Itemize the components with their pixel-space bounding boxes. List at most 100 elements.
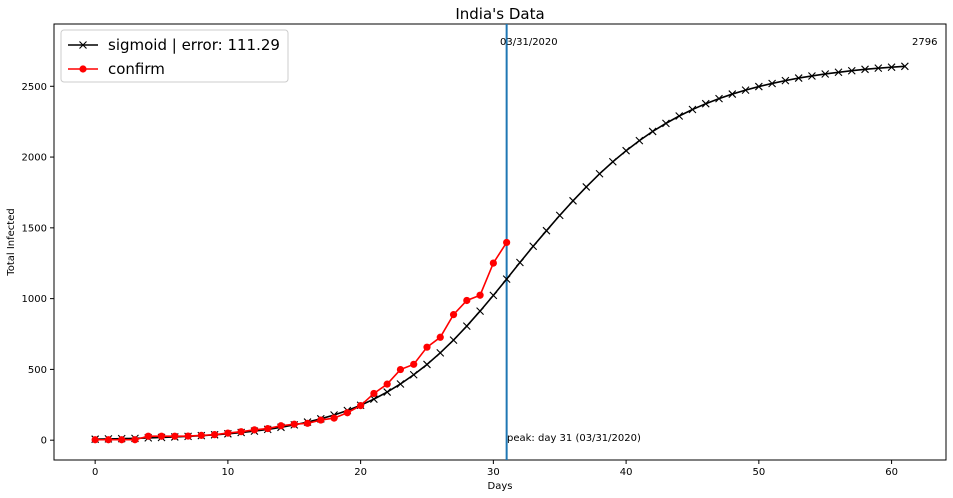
data-point-circle — [410, 360, 418, 368]
marker-stroke — [569, 196, 577, 205]
data-point-x-marker — [754, 82, 763, 91]
marker-stroke — [808, 72, 816, 80]
data-point-circle — [343, 409, 351, 417]
peak-annotation: peak: day 31 (03/31/2020) — [507, 433, 641, 444]
data-point-x-marker — [675, 112, 684, 120]
marker-stroke — [635, 136, 644, 145]
data-point-circle — [330, 414, 338, 422]
marker-stroke — [462, 322, 471, 330]
legend-marker — [79, 41, 87, 49]
marker-stroke — [370, 395, 378, 404]
chart-title: India's Data — [455, 5, 544, 23]
data-point-x-marker — [622, 146, 630, 155]
data-point-x-marker — [741, 86, 750, 94]
data-point-x-marker — [728, 90, 737, 98]
x-axis-ticks: 0 10 20 30 40 50 60 — [92, 460, 898, 478]
data-point-x-marker — [900, 62, 909, 71]
data-point-x-marker — [555, 211, 564, 220]
end-value-annotation: 2796 — [912, 37, 937, 48]
y-tick-label: 2500 — [22, 82, 47, 93]
marker-stroke — [887, 63, 896, 72]
series-group — [91, 62, 909, 444]
marker-stroke — [476, 307, 484, 315]
data-point-x-marker — [608, 157, 617, 166]
marker-stroke — [900, 62, 909, 71]
data-point-x-marker — [396, 380, 405, 388]
data-point-circle — [118, 436, 126, 444]
marker-stroke — [409, 370, 418, 379]
data-point-x-marker — [409, 370, 418, 379]
marker-stroke — [622, 146, 630, 155]
data-point-x-marker — [502, 275, 511, 283]
data-point-x-marker — [569, 196, 577, 205]
data-point-circle — [423, 343, 431, 351]
marker-stroke — [529, 242, 538, 251]
y-tick-label: 2000 — [22, 153, 47, 164]
data-point-x-marker — [582, 183, 591, 191]
y-tick-label: 0 — [41, 436, 47, 447]
data-point-circle — [436, 333, 444, 341]
data-point-x-marker — [489, 291, 498, 300]
y-tick-label: 500 — [28, 365, 47, 376]
vline-date-label: 03/31/2020 — [500, 37, 558, 48]
data-point-x-marker — [542, 226, 551, 235]
data-point-circle — [290, 420, 298, 428]
legend-label: confirm — [108, 60, 165, 78]
y-tick-label: 1000 — [22, 294, 47, 305]
legend: sigmoid | error: 111.29 confirm — [60, 29, 289, 83]
data-point-x-marker — [529, 242, 538, 251]
marker-stroke — [662, 119, 670, 128]
data-point-circle — [250, 426, 259, 434]
data-point-circle — [237, 428, 245, 436]
data-point-circle — [131, 436, 139, 444]
marker-stroke — [675, 112, 684, 120]
y-axis-ticks: 0 500 1000 1500 2000 2500 — [22, 82, 54, 447]
y-axis-label: Total Infected — [6, 208, 17, 276]
marker-stroke — [608, 157, 617, 166]
data-point-circle — [91, 436, 99, 444]
marker-stroke — [396, 380, 405, 388]
data-point-circle — [463, 296, 471, 305]
data-point-circle — [197, 431, 205, 439]
data-point-circle — [370, 389, 378, 398]
data-point-x-marker — [648, 127, 657, 136]
data-point-x-marker — [476, 307, 484, 315]
marker-stroke — [423, 360, 431, 369]
data-point-circle — [211, 431, 219, 439]
x-tick-label: 20 — [354, 467, 367, 478]
data-point-x-marker — [436, 348, 445, 357]
data-point-circle — [184, 432, 192, 440]
data-point-x-marker — [781, 76, 790, 85]
data-point-circle — [449, 311, 458, 319]
marker-stroke — [688, 105, 697, 114]
x-axis-label: Days — [488, 481, 513, 492]
x-tick-label: 50 — [752, 467, 765, 478]
data-point-x-marker — [595, 169, 604, 178]
marker-stroke — [847, 66, 856, 75]
data-point-x-marker — [423, 360, 431, 369]
data-point-x-marker — [808, 72, 816, 80]
marker-stroke — [834, 68, 843, 77]
data-point-x-marker — [887, 63, 896, 72]
marker-stroke — [449, 336, 458, 344]
data-point-circle — [264, 424, 272, 433]
marker-stroke — [715, 94, 723, 103]
marker-stroke — [648, 127, 657, 136]
data-point-x-marker — [874, 64, 883, 73]
marker-stroke — [874, 64, 883, 73]
marker-stroke — [436, 348, 445, 357]
data-point-x-marker — [370, 395, 378, 404]
data-point-x-marker — [768, 79, 777, 88]
marker-stroke — [821, 70, 830, 78]
data-point-circle — [303, 419, 312, 427]
data-point-x-marker — [383, 388, 392, 396]
x-tick-label: 10 — [222, 467, 235, 478]
data-point-x-marker — [449, 336, 458, 344]
data-point-x-marker — [794, 74, 803, 82]
x-tick-label: 30 — [487, 467, 500, 478]
data-point-circle — [383, 380, 391, 388]
marker-stroke — [489, 291, 498, 300]
marker-stroke — [741, 86, 750, 94]
data-point-circle — [357, 402, 365, 410]
